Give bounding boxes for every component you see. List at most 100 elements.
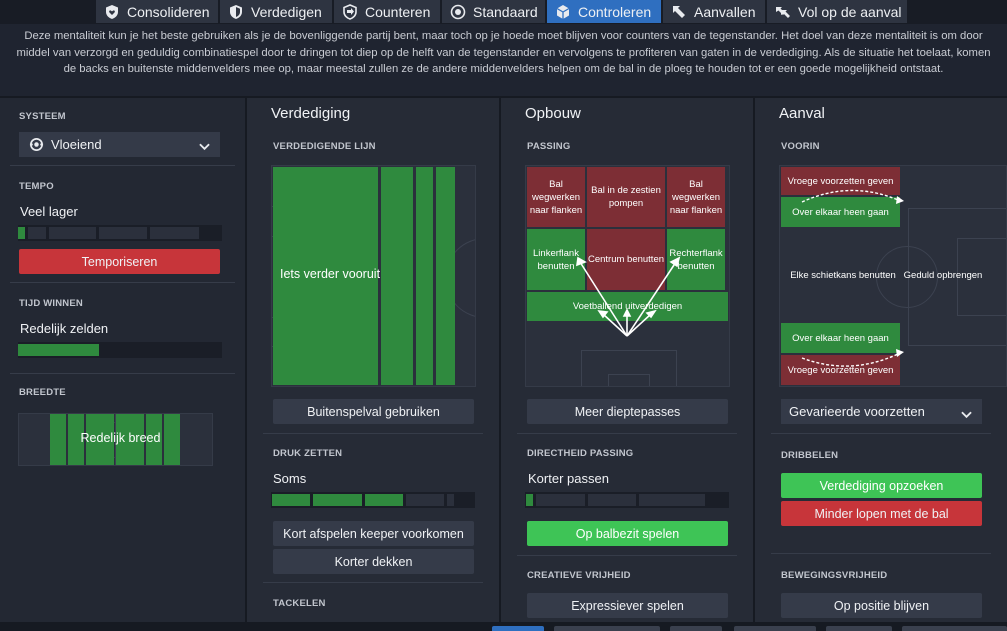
balance-icon [450,4,466,20]
footer-button[interactable] [902,626,1007,631]
overlap-arrows-icon [801,189,904,367]
tempo-slider[interactable] [18,225,222,241]
divider [753,98,755,622]
footer-button[interactable] [492,626,544,631]
defence-panel: Verdediging VERDEDIGENDE LIJN Iets verde… [247,98,499,622]
play-possession-button[interactable]: Op balbezit spelen [527,521,728,546]
zone-early-cross-bottom[interactable]: Vroege voorzetten geven [781,355,900,385]
passing-label: PASSING [527,141,571,152]
zone-overlap-top[interactable]: Over elkaar heen gaan [781,197,900,227]
tab-verdedigen[interactable]: Verdedigen [220,0,332,23]
zone-ball-playing[interactable]: Voetballend uitverdedigen [527,292,728,321]
zone-center-clear[interactable]: Bal in de zestien pompen [587,167,665,227]
divider [10,373,235,374]
tijd-winnen-slider[interactable] [18,342,222,358]
keeper-short-button[interactable]: Kort afspelen keeper voorkomen [273,521,474,546]
footer-button[interactable] [734,626,816,631]
footer-button[interactable] [554,626,660,631]
divider [263,433,483,434]
team-settings-panel: SYSTEEM Vloeiend TEMPO Veel lager Tempor… [0,98,245,622]
divider [771,433,991,434]
tab-label: Aanvallen [694,3,756,20]
divider [10,282,235,283]
tab-controleren[interactable]: Controleren [547,0,661,23]
shield-heart-icon [104,4,120,20]
counter-arrow-icon [342,3,358,20]
passing-arrows-icon [576,256,681,337]
dribble-less-button[interactable]: Minder lopen met de bal [781,501,982,526]
attack-panel: Aanval VOORIN Vroege voorzetten geven Ov… [755,98,1007,622]
divider [263,582,483,583]
buildup-title: Opbouw [525,105,581,122]
tab-label: Counteren [365,3,431,20]
breedte-pitch[interactable]: Redelijk breed [18,413,213,466]
defensive-line-label: VERDEDIGENDE LIJN [273,141,376,152]
chevron-down-icon [961,407,972,422]
temporiseren-button[interactable]: Temporiseren [19,249,220,274]
tijd-winnen-fill [18,344,99,356]
tab-vol-op-de-aanval[interactable]: Vol op de aanval [767,0,907,23]
defence-title: Verdediging [271,105,351,122]
buildup-panel: Opbouw PASSING Bal wegwerken naar flanke… [501,98,753,622]
offside-trap-button[interactable]: Buitenspelval gebruiken [273,399,474,424]
systeem-value: Vloeiend [51,137,102,152]
footer-button[interactable] [826,626,892,631]
pressing-slider[interactable] [271,492,475,508]
tab-label: Controleren [578,3,652,20]
tab-standaard[interactable]: Standaard [442,0,545,23]
tempo-value: Veel lager [20,204,78,219]
directness-value: Korter passen [528,471,609,486]
tighter-marking-button[interactable]: Korter dekken [273,549,474,574]
divider [499,98,501,622]
divider [517,433,737,434]
zone-left-flank-clear[interactable]: Bal wegwerken naar flanken [527,167,585,227]
tab-label: Vol op de aanval [798,3,902,20]
zone-patience[interactable]: Geduld opbrengen [903,269,983,281]
breedte-value: Redelijk breed [80,431,161,445]
crossing-dropdown[interactable]: Gevarieerde voorzetten [781,399,982,424]
zone-every-shot[interactable]: Elke schietkans benutten [790,269,896,281]
systeem-label: SYSTEEM [19,111,66,122]
tackling-label: TACKELEN [273,598,326,609]
voorin-label: VOORIN [781,141,820,152]
dribbling-label: DRIBBELEN [781,450,839,461]
defensive-line-value: Iets verder vooruit [280,267,381,281]
movement-freedom-label: BEWEGINGSVRIJHEID [781,570,888,581]
defensive-line-pitch[interactable]: Iets verder vooruit [271,165,476,387]
mentality-description: Deze mentaliteit kun je het beste gebrui… [16,30,991,75]
attack-title: Aanval [779,105,825,122]
pressing-value: Soms [273,471,307,486]
final-third-pitch[interactable]: Vroege voorzetten geven Over elkaar heen… [779,165,1007,387]
cube-icon [555,4,571,20]
zone-overlap-bottom[interactable]: Over elkaar heen gaan [781,323,900,353]
zone-right-flank-clear[interactable]: Bal wegwerken naar flanken [667,167,725,227]
shield-icon [228,4,244,20]
more-through-balls-button[interactable]: Meer dieptepasses [527,399,728,424]
double-arrow-icon [775,4,791,20]
tijd-winnen-label: TIJD WINNEN [19,298,83,309]
divider [517,555,737,556]
fluid-icon [29,137,44,152]
divider [10,165,235,166]
stay-in-position-button[interactable]: Op positie blijven [781,593,982,618]
systeem-dropdown[interactable]: Vloeiend [19,132,220,157]
more-expressive-button[interactable]: Expressiever spelen [527,593,728,618]
run-at-defence-button[interactable]: Verdediging opzoeken [781,473,982,498]
zone-center[interactable]: Centrum benutten [587,229,665,290]
tab-label: Standaard [473,3,538,20]
passing-pitch[interactable]: Bal wegwerken naar flanken Bal in de zes… [525,165,730,387]
tijd-winnen-value: Redelijk zelden [20,321,109,336]
creative-freedom-label: CREATIEVE VRIJHEID [527,570,631,581]
tab-aanvallen[interactable]: Aanvallen [663,0,765,23]
directness-slider[interactable] [525,492,729,508]
zone-left-flank[interactable]: Linkerflank benutten [527,229,585,290]
tab-consolideren[interactable]: Consolideren [96,0,218,23]
directness-label: DIRECTHEID PASSING [527,448,634,459]
divider [245,98,247,622]
footer-button[interactable] [670,626,722,631]
tab-counteren[interactable]: Counteren [334,0,440,23]
attack-arrow-icon [671,4,687,20]
crossing-value: Gevarieerde voorzetten [789,404,925,419]
zone-early-cross-top[interactable]: Vroege voorzetten geven [781,167,900,195]
breedte-label: BREEDTE [19,387,66,398]
